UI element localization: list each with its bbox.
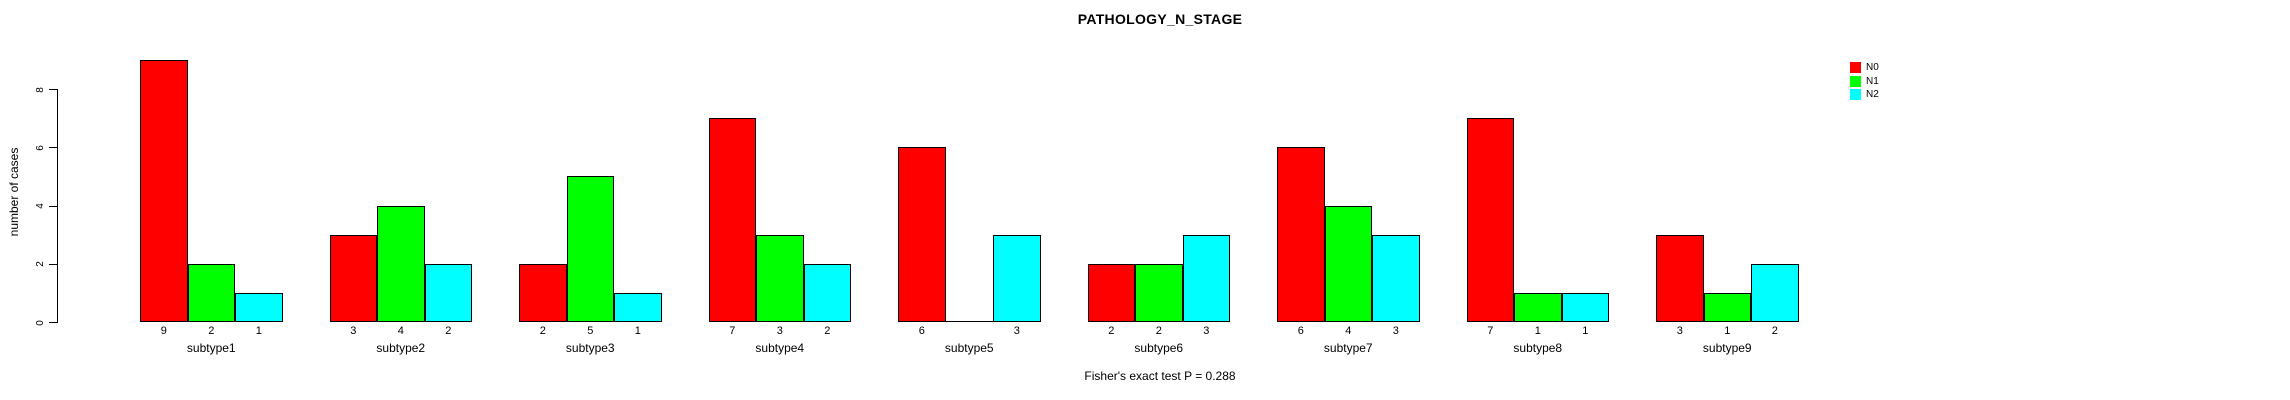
bar-value-label: 7 [1487,325,1494,337]
legend-item-N1: N1 [1850,75,1879,87]
bar-subtype7-N2 [1372,234,1420,322]
bar-value-label: 2 [1108,325,1115,337]
bar-value-label: 9 [160,325,167,337]
y-axis-tick-label: 4 [35,203,46,209]
bar-subtype3-N2 [614,292,662,322]
legend: N0 N1 N2 [1850,62,1879,103]
legend-swatch [1850,89,1861,100]
x-category-label: subtype7 [1323,341,1373,355]
bar-subtype2-N2 [424,263,472,322]
bar-subtype3-N1 [566,176,614,322]
y-axis-tick-label: 6 [35,144,46,151]
bar-value-label: 6 [918,325,925,337]
bar-value-label: 2 [208,325,215,337]
bar-subtype5-N0 [898,147,946,322]
x-category-label: subtype3 [565,341,615,355]
bar-value-label: 1 [634,325,641,337]
y-axis-tick-label: 2 [35,261,46,268]
bar-value-label: 7 [729,325,736,337]
bar-value-label: 2 [824,325,831,337]
x-category-label: subtype9 [1702,341,1752,355]
legend-label: N2 [1866,89,1879,100]
legend-item-N2: N2 [1850,89,1879,100]
bar-value-label: 5 [587,325,594,337]
bar-subtype3-N0 [519,263,567,322]
x-category-label: subtype5 [944,341,994,355]
bar-subtype6-N1 [1135,263,1183,322]
bar-subtype2-N1 [377,205,425,322]
legend-label: N1 [1866,75,1879,87]
bar-subtype5-N1 [945,321,993,322]
bar-subtype8-N1 [1514,292,1562,322]
bar-value-label: 3 [1203,325,1210,337]
bar-subtype9-N0 [1656,234,1704,322]
x-category-label: subtype2 [376,341,426,355]
bar-subtype4-N2 [803,263,851,322]
y-axis-tick [49,89,57,90]
bar-value-label: 4 [1345,325,1352,337]
bar-value-label: 3 [1676,325,1683,337]
bar-value-label: 3 [776,325,783,337]
bar-value-label: 4 [397,325,404,337]
bar-value-label: 1 [1534,325,1541,337]
y-axis-tick [49,263,57,265]
y-axis-tick-label: 0 [35,319,46,326]
legend-label: N0 [1866,62,1879,73]
y-axis-label: number of cases [7,147,21,237]
bar-subtype9-N1 [1703,292,1751,322]
bar-subtype6-N0 [1087,263,1135,322]
bar-subtype1-N2 [235,292,283,322]
caption: Fisher's exact test P = 0.288 [1084,369,1236,383]
bar-subtype4-N1 [756,234,804,322]
bar-value-label: 3 [1013,325,1020,337]
bar-value-label: 6 [1297,325,1304,337]
y-axis-tick [49,205,57,207]
chart-title: PATHOLOGY_N_STAGE [1077,11,1243,27]
y-axis-tick [49,147,57,149]
legend-swatch [1850,62,1861,73]
x-category-label: subtype1 [186,341,236,355]
bar-subtype4-N0 [708,118,756,322]
bar-value-label: 1 [1582,325,1589,337]
bar-subtype1-N0 [140,59,188,322]
bar-subtype7-N0 [1277,147,1325,322]
x-category-label: subtype8 [1513,341,1563,355]
x-category-label: subtype6 [1134,341,1184,355]
y-axis-tick-label: 8 [35,86,46,93]
y-axis-line [57,89,58,323]
bar-value-label: 2 [1155,325,1162,337]
bar-subtype9-N2 [1751,263,1799,322]
y-axis-tick [49,322,57,323]
legend-item-N0: N0 [1850,62,1879,73]
bar-value-label: 1 [255,325,262,337]
bar-subtype1-N1 [187,263,235,322]
bar-subtype8-N0 [1466,118,1514,322]
bar-value-label: 1 [1724,325,1731,337]
bar-subtype6-N2 [1182,234,1230,322]
bar-value-label: 3 [1392,325,1399,337]
x-category-label: subtype4 [755,341,805,355]
bar-subtype7-N1 [1324,205,1372,322]
bar-value-label: 2 [539,325,546,337]
bar-subtype8-N2 [1561,292,1609,322]
bar-subtype5-N2 [993,234,1041,322]
bar-value-label: 2 [445,325,452,337]
legend-swatch [1850,75,1861,87]
bar-value-label: 2 [1771,325,1778,337]
bar-subtype2-N0 [329,234,377,322]
bar-value-label: 3 [350,325,357,337]
